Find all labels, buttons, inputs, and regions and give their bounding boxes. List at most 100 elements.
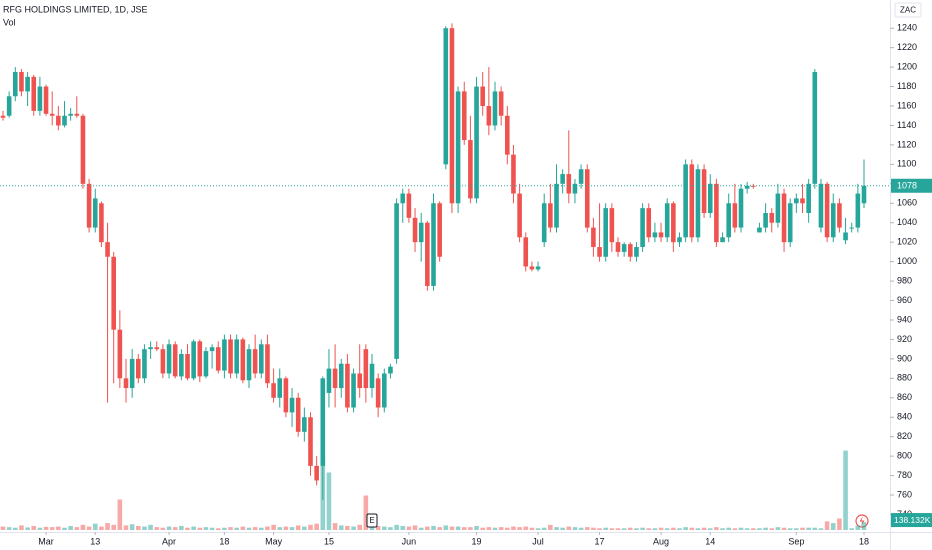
y-tick-label: 880	[897, 373, 912, 383]
candle-body	[37, 86, 43, 111]
candle-body	[129, 358, 135, 389]
candle-body	[412, 217, 418, 243]
volume-bar	[86, 526, 92, 530]
icon-bolt[interactable]	[859, 516, 865, 526]
volume-bar	[123, 525, 129, 530]
candle-body	[517, 193, 522, 238]
candle-body	[418, 222, 424, 243]
candle-body	[265, 344, 270, 384]
volume-bar	[824, 521, 830, 530]
y-tick-label: 800	[897, 451, 912, 461]
y-tick-label: 1100	[897, 159, 916, 169]
candle-body	[252, 349, 258, 374]
candle-body	[744, 185, 750, 189]
y-tick-label: 760	[897, 489, 912, 499]
volume-bar	[523, 526, 529, 530]
candle-body	[775, 193, 781, 223]
volume-bar	[615, 528, 621, 530]
candle-body	[492, 91, 498, 126]
candle-body	[609, 208, 615, 243]
volume-bar	[492, 527, 498, 530]
volume-bar	[468, 527, 473, 530]
candle-body	[541, 203, 547, 243]
volume-bar	[99, 526, 104, 530]
volume-bar	[781, 527, 787, 530]
volume-bar	[597, 528, 602, 530]
volume-bar	[505, 527, 510, 530]
volume-bar	[763, 527, 768, 530]
volume-bar	[449, 526, 455, 530]
volume-bar	[769, 528, 775, 530]
volume-bar	[855, 525, 861, 530]
candle-body	[849, 227, 854, 229]
candle-body	[425, 222, 430, 286]
candle-body	[584, 169, 590, 228]
candle-body	[757, 227, 762, 233]
x-tick-label: Apr	[162, 536, 176, 546]
event-marker: E	[369, 516, 374, 525]
volume-bar	[252, 527, 258, 530]
candle-body	[794, 198, 799, 204]
candle-body	[843, 232, 848, 241]
candle-body	[179, 354, 184, 377]
volume-bar	[646, 528, 652, 530]
volume-bar	[707, 528, 713, 530]
candle-body	[677, 237, 682, 243]
candle-body	[511, 154, 516, 194]
candle-body	[326, 368, 332, 393]
currency[interactable]: ZAC	[900, 6, 916, 15]
volume-bar	[794, 528, 799, 530]
x-tick-label: May	[265, 536, 283, 546]
candle-body	[240, 339, 246, 381]
y-tick-label: 980	[897, 275, 912, 285]
volume-bar	[80, 524, 86, 530]
x-tick-label: Mar	[38, 536, 54, 546]
candle-body	[314, 465, 319, 481]
volume-bar	[806, 527, 811, 530]
chart-title: RFG HOLDINGS LIMITED, 1D, JSE	[3, 4, 148, 14]
volume-bar	[283, 526, 289, 530]
candle-body	[13, 71, 18, 97]
candle-body	[209, 347, 215, 352]
volume-bar	[375, 525, 381, 530]
volume-bar	[351, 526, 356, 530]
volume-bar	[240, 526, 246, 530]
x-tick-label: 15	[324, 536, 334, 546]
candle-body	[345, 363, 350, 408]
candle-body	[449, 28, 455, 204]
volume-bar	[554, 527, 559, 530]
volume-bar	[308, 524, 313, 530]
candle-body	[818, 183, 824, 228]
volume-bar	[13, 527, 18, 530]
volume-bar	[578, 527, 584, 530]
candle-body	[62, 115, 67, 126]
volume-bar	[720, 528, 725, 530]
volume-bar	[628, 527, 633, 530]
candle-body	[68, 113, 73, 116]
x-tick-label: 18	[859, 536, 869, 546]
candle-body	[474, 86, 479, 199]
candle-body	[6, 96, 12, 116]
candle-body	[443, 28, 449, 165]
currency-box[interactable]	[894, 2, 922, 18]
volume-bar	[209, 527, 215, 530]
volume-bar	[92, 523, 98, 530]
candle-body	[277, 378, 283, 398]
x-tick-label: 14	[705, 536, 715, 546]
candle-body	[824, 183, 830, 238]
candle-body	[671, 203, 676, 243]
candle-body	[634, 247, 639, 257]
volume-bar	[640, 527, 645, 530]
volume-bar	[332, 523, 338, 530]
volume-bar	[480, 527, 485, 530]
candle-body	[271, 383, 276, 398]
candle-body	[523, 237, 529, 267]
volume-bar	[775, 527, 781, 530]
candle-body	[99, 203, 104, 243]
candle-body	[160, 349, 166, 374]
candle-body	[289, 397, 295, 413]
candle-body	[375, 378, 381, 408]
volume-bar	[431, 525, 436, 530]
candle-body	[787, 203, 793, 243]
candle-body	[123, 378, 129, 389]
